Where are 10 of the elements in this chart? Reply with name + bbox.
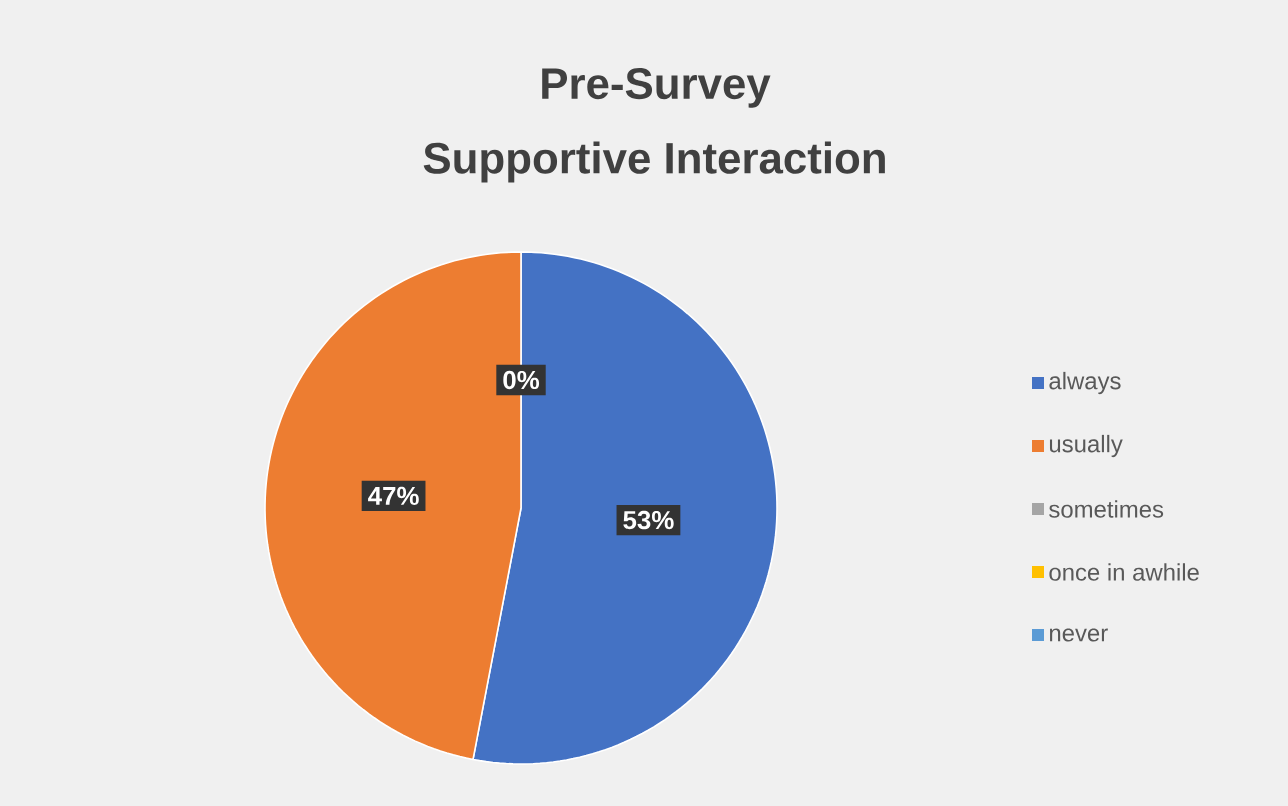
data-label: 47%: [368, 486, 419, 506]
legend-label: once in awhile: [1049, 563, 1199, 581]
chart-title: Pre-Survey: [542, 68, 771, 108]
legend-label: always: [1049, 371, 1121, 395]
legend-label: never: [1050, 628, 1108, 642]
legend-label: sometimes: [1049, 500, 1164, 518]
data-label: 53%: [623, 510, 674, 530]
text: 0%: [503, 370, 540, 390]
legend-label: usually: [1049, 434, 1123, 458]
chart-subtitle: Supportive Interaction: [423, 141, 885, 183]
